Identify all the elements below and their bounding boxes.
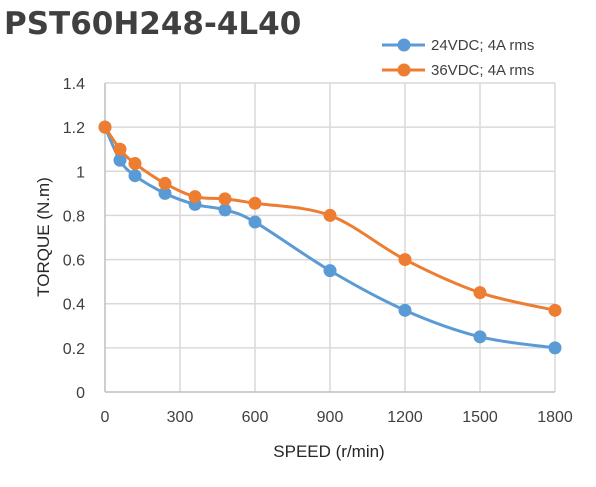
legend-item: 36VDC; 4A rms <box>382 62 534 79</box>
data-point <box>398 253 412 267</box>
data-series <box>98 120 562 355</box>
data-point <box>218 192 232 206</box>
x-tick-label: 1800 <box>537 409 573 426</box>
data-point <box>548 303 562 317</box>
data-point <box>323 208 337 222</box>
legend-item: 24VDC; 4A rms <box>382 37 534 54</box>
y-axis-label: TORQUE (N.m) <box>34 177 53 297</box>
legend-marker <box>397 38 411 52</box>
y-tick-label: 0.4 <box>63 297 85 314</box>
chart-title: PST60H248-4L40 <box>4 6 301 42</box>
data-point <box>113 142 127 156</box>
legend-label: 36VDC; 4A rms <box>431 62 534 79</box>
x-tick-label: 1500 <box>462 409 498 426</box>
data-point <box>98 120 112 134</box>
data-point <box>218 203 232 217</box>
data-point <box>158 176 172 190</box>
axes <box>104 83 555 393</box>
data-point <box>473 286 487 300</box>
data-point <box>473 330 487 344</box>
data-point <box>248 196 262 210</box>
y-tick-label: 0.2 <box>63 341 85 358</box>
data-point <box>158 186 172 200</box>
legend-label: 24VDC; 4A rms <box>431 37 534 54</box>
x-tick-label: 600 <box>242 409 269 426</box>
y-tick-label: 1 <box>76 164 85 181</box>
tick-labels: 0 0.2 0.4 0.6 0.8 1 1.2 1.4 0 300 600 900 1200 1500 18… <box>63 76 573 426</box>
series-2 <box>98 120 562 317</box>
y-tick-label: 0.8 <box>63 208 85 225</box>
y-tick-label: 1.2 <box>63 120 85 137</box>
x-tick-label: 900 <box>317 409 344 426</box>
legend-marker <box>397 63 411 77</box>
grid-lines <box>105 82 556 392</box>
data-point <box>128 157 142 171</box>
x-tick-label: 300 <box>167 409 194 426</box>
data-point <box>113 153 127 167</box>
y-tick-label: 0.6 <box>63 253 85 270</box>
data-point <box>398 303 412 317</box>
y-tick-label: 0 <box>76 385 85 402</box>
data-point <box>188 190 202 204</box>
legend: 24VDC; 4A rms 36VDC; 4A rms <box>382 37 534 79</box>
y-tick-label: 1.4 <box>63 76 85 93</box>
data-point <box>248 215 262 229</box>
data-point <box>548 341 562 355</box>
x-tick-label: 0 <box>101 409 110 426</box>
data-point <box>128 169 142 183</box>
x-tick-label: 1200 <box>387 409 423 426</box>
data-point <box>323 264 337 278</box>
x-axis-label: SPEED (r/min) <box>273 442 384 461</box>
